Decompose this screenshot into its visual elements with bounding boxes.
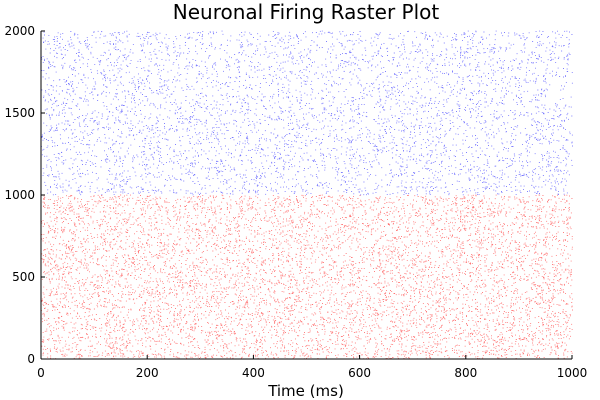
y-tick-label: 0 (27, 352, 35, 366)
x-axis-label: Time (ms) (267, 382, 344, 400)
y-tick-label: 1500 (4, 106, 35, 120)
y-axis: 0 500 1000 1500 2000 (4, 24, 45, 366)
x-axis: 0 200 400 600 800 1000 (37, 355, 587, 380)
y-tick-label: 1000 (4, 188, 35, 202)
x-tick-label: 0 (37, 366, 45, 380)
x-tick-label: 600 (348, 366, 371, 380)
spike-series-1 (41, 194, 573, 360)
x-tick-label: 400 (242, 366, 265, 380)
x-tick-label: 800 (454, 366, 477, 380)
spike-series-2 (41, 30, 573, 196)
y-tick-label: 500 (12, 270, 35, 284)
x-tick-label: 200 (136, 366, 159, 380)
plot-area (41, 30, 573, 360)
x-tick-label: 1000 (557, 366, 588, 380)
spike-marks (41, 30, 573, 360)
y-tick-label: 2000 (4, 24, 35, 38)
chart-title: Neuronal Firing Raster Plot (173, 0, 440, 24)
spike-series-marks (41, 194, 573, 360)
spike-series-marks (41, 30, 573, 196)
